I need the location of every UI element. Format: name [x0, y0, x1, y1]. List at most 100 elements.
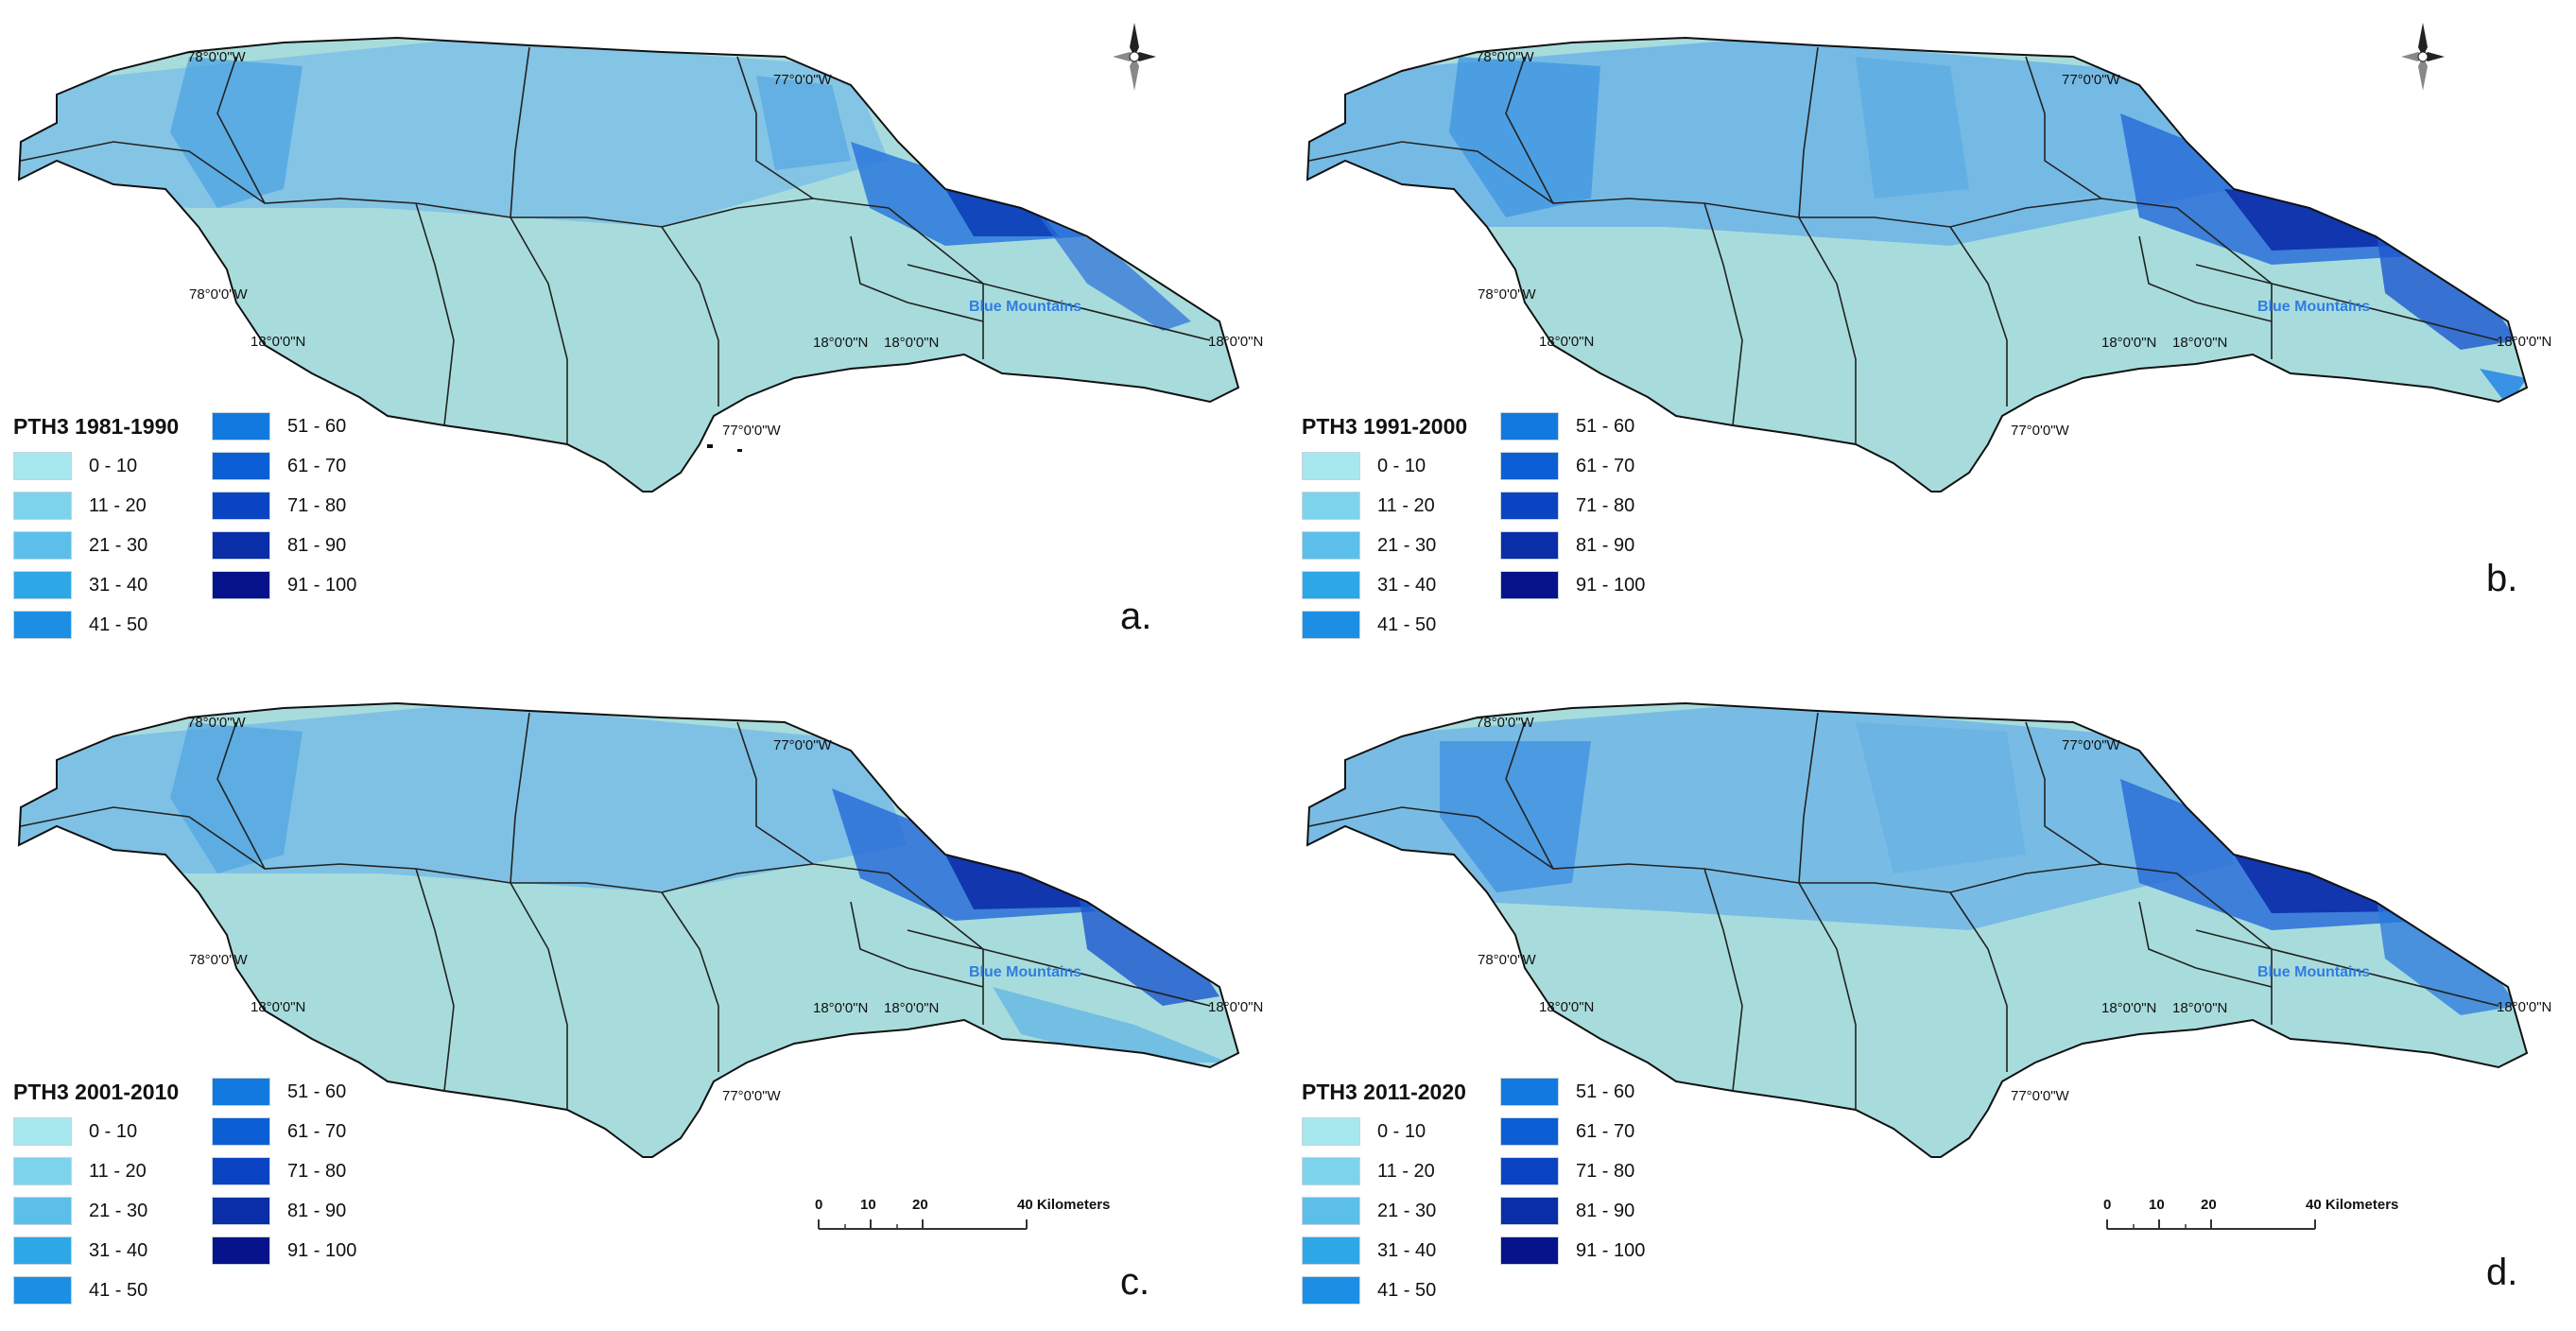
scale-tick-label: 20 — [912, 1197, 928, 1213]
legend-swatch — [1302, 1117, 1360, 1146]
legend-swatch — [13, 452, 72, 480]
legend-swatch — [1302, 452, 1360, 480]
legend-swatch — [13, 611, 72, 639]
lon-77-label-top: 77°0'0"W — [773, 72, 832, 88]
blue-mountains-label: Blue Mountains — [969, 964, 1082, 980]
lon-77-label-top: 77°0'0"W — [2062, 72, 2120, 88]
blue-mountains-label: Blue Mountains — [2257, 299, 2371, 315]
lon-77-label-top: 77°0'0"W — [2062, 737, 2120, 753]
legend-swatch — [1500, 452, 1559, 480]
legend-label: 11 - 20 — [89, 495, 147, 516]
lon-78-label-left: 78°0'0"W — [189, 952, 248, 968]
lat-18-label-mid: 18°0'0"N — [2101, 1000, 2157, 1016]
legend-label: 31 - 40 — [1377, 1240, 1437, 1261]
legend-title: PTH3 2011-2020 — [1302, 1080, 1466, 1104]
lon-77-label-bottom: 77°0'0"W — [722, 423, 781, 439]
legend-label: 0 - 10 — [89, 456, 138, 476]
scale-tick-label: 0 — [2103, 1197, 2112, 1213]
legend-label: 51 - 60 — [1576, 416, 1635, 437]
legend-swatch — [1302, 611, 1360, 639]
jamaica-map — [1305, 701, 2529, 1158]
legend-swatch — [13, 1197, 72, 1225]
lon-78-label-top: 78°0'0"W — [1476, 49, 1534, 65]
scale-end-label: 40 Kilometers — [2306, 1197, 2399, 1213]
map-panel-c: 78°0'0"W 78°0'0"W 77°0'0"W 77°0'0"W 18°0… — [0, 666, 1288, 1331]
map-panel-a: 78°0'0"W 78°0'0"W 77°0'0"W 77°0'0"W 18°0… — [0, 0, 1288, 666]
scale-tick-label: 10 — [860, 1197, 876, 1213]
legend-label: 41 - 50 — [1377, 1280, 1437, 1301]
legend-label: 91 - 100 — [287, 1240, 357, 1261]
legend-swatch — [212, 412, 270, 441]
scale-end-label: 40 Kilometers — [1017, 1197, 1111, 1213]
lon-77-label-bottom: 77°0'0"W — [2011, 1088, 2069, 1104]
lat-18-label-east: 18°0'0"N — [1208, 999, 1264, 1015]
jamaica-map — [17, 36, 1240, 493]
legend-label: 71 - 80 — [1576, 1161, 1635, 1182]
legend-label: 81 - 90 — [1576, 535, 1635, 556]
legend-swatch — [1500, 1078, 1559, 1106]
legend-swatch — [1302, 1157, 1360, 1185]
lat-18-label-west: 18°0'0"N — [251, 999, 306, 1015]
panel-letter: a. — [1120, 596, 1152, 637]
legend-label: 61 - 70 — [1576, 1121, 1635, 1142]
legend-label: 61 - 70 — [287, 1121, 347, 1142]
north-arrow-icon — [1111, 21, 1158, 96]
legend-label: 31 - 40 — [1377, 575, 1437, 596]
legend-label: 91 - 100 — [1576, 575, 1646, 596]
lat-18-label-east: 18°0'0"N — [2497, 334, 2552, 350]
legend-swatch — [13, 571, 72, 599]
legend-label: 71 - 80 — [287, 1161, 347, 1182]
legend-swatch — [212, 531, 270, 560]
legend-label: 61 - 70 — [1576, 456, 1635, 476]
legend-swatch — [1500, 1117, 1559, 1146]
legend-swatch — [212, 1197, 270, 1225]
legend-swatch — [1302, 1197, 1360, 1225]
jamaica-map — [1305, 36, 2529, 493]
legend-swatch — [212, 1078, 270, 1106]
legend-label: 21 - 30 — [89, 535, 148, 556]
legend-swatch — [212, 492, 270, 520]
lon-78-label-left: 78°0'0"W — [1478, 952, 1536, 968]
blue-mountains-label: Blue Mountains — [2257, 964, 2371, 980]
jamaica-map — [17, 701, 1240, 1158]
lon-78-label-left: 78°0'0"W — [189, 286, 248, 302]
panel-letter: d. — [2486, 1252, 2518, 1293]
legend-swatch — [1500, 1197, 1559, 1225]
panel-letter: b. — [2486, 558, 2518, 599]
legend-title: PTH3 2001-2010 — [13, 1080, 180, 1104]
lon-78-label-top: 78°0'0"W — [187, 49, 246, 65]
lat-18-label-mid: 18°0'0"N — [813, 335, 869, 351]
legend-label: 0 - 10 — [1377, 456, 1426, 476]
legend-label: 41 - 50 — [89, 614, 148, 635]
lat-18-label-mid: 18°0'0"N — [813, 1000, 869, 1016]
lat-18-label-east: 18°0'0"N — [2497, 999, 2552, 1015]
lon-77-label-top: 77°0'0"W — [773, 737, 832, 753]
blue-mountains-label: Blue Mountains — [969, 299, 1082, 315]
legend-swatch — [212, 1236, 270, 1265]
north-arrow-icon — [2399, 21, 2446, 96]
lat-18-label-west: 18°0'0"N — [251, 334, 306, 350]
lat-18-label-west: 18°0'0"N — [1539, 999, 1595, 1015]
legend-swatch — [212, 571, 270, 599]
scale-bar-line — [2106, 1219, 2316, 1230]
lat-18-label-mid2: 18°0'0"N — [2172, 335, 2228, 351]
legend-label: 31 - 40 — [89, 1240, 148, 1261]
legend-swatch — [212, 1117, 270, 1146]
legend-swatch — [1302, 492, 1360, 520]
legend-label: 11 - 20 — [1377, 1161, 1435, 1182]
lat-18-label-mid2: 18°0'0"N — [884, 335, 940, 351]
legend-label: 41 - 50 — [89, 1280, 148, 1301]
legend-swatch — [212, 1157, 270, 1185]
legend-title: PTH3 1991-2000 — [1302, 414, 1468, 439]
lat-18-label-west: 18°0'0"N — [1539, 334, 1595, 350]
legend-title: PTH3 1981-1990 — [13, 414, 180, 439]
legend-swatch — [13, 492, 72, 520]
scale-tick-label: 20 — [2201, 1197, 2217, 1213]
legend-label: 21 - 30 — [1377, 1201, 1437, 1221]
legend-swatch — [1500, 571, 1559, 599]
legend-swatch — [1302, 1236, 1360, 1265]
legend-swatch — [1500, 412, 1559, 441]
legend-label: 31 - 40 — [89, 575, 148, 596]
map-panel-d: 78°0'0"W 78°0'0"W 77°0'0"W 77°0'0"W 18°0… — [1288, 666, 2576, 1331]
scale-tick-label: 10 — [2149, 1197, 2165, 1213]
